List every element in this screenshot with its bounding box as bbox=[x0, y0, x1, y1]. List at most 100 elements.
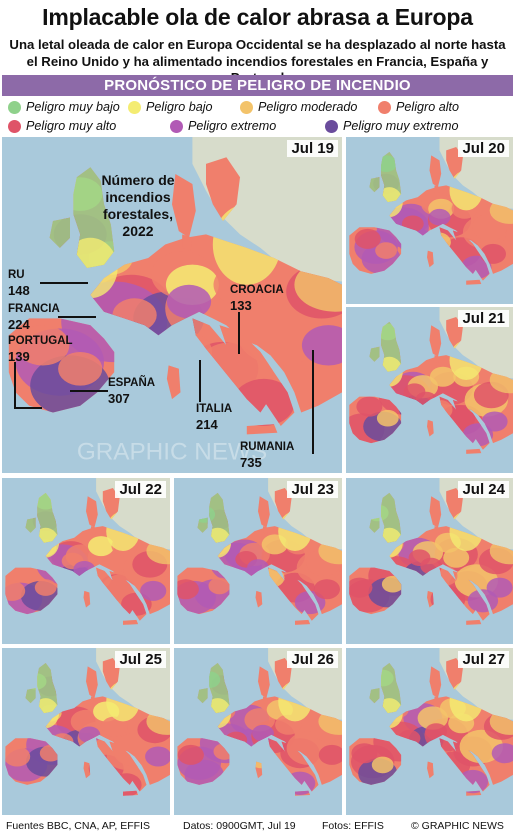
land-region bbox=[206, 157, 240, 221]
land-region bbox=[102, 488, 120, 520]
main-map-jul-19: GRAPHIC NEWS Jul 19 bbox=[2, 137, 342, 473]
danger-zone bbox=[58, 352, 103, 386]
danger-zone bbox=[145, 746, 170, 767]
land-region bbox=[102, 658, 120, 690]
europe-fire-danger-map bbox=[2, 478, 170, 644]
map-jul-27: Jul 27 bbox=[346, 648, 513, 815]
legend-label: Peligro extremo bbox=[188, 119, 277, 133]
land-region bbox=[263, 526, 269, 535]
land-region bbox=[258, 496, 270, 528]
legend-item-muy-alto: Peligro muy alto bbox=[8, 119, 116, 133]
danger-zone bbox=[121, 592, 152, 616]
legend-swatch bbox=[8, 119, 21, 133]
land-region bbox=[274, 658, 292, 690]
danger-zone bbox=[101, 716, 128, 737]
danger-zone bbox=[351, 743, 378, 764]
legend-label: Peligro muy alto bbox=[26, 119, 117, 133]
land-region bbox=[182, 234, 193, 252]
legend-swatch bbox=[240, 100, 253, 114]
legend-item-extremo: Peligro extremo bbox=[170, 119, 276, 133]
land-region bbox=[434, 185, 440, 194]
danger-zone bbox=[318, 744, 342, 765]
map-date-label: Jul 19 bbox=[287, 140, 338, 157]
land-region bbox=[434, 355, 440, 364]
fire-count-croatia: CROACIA 133 bbox=[230, 283, 284, 313]
land-region bbox=[427, 419, 434, 437]
map-jul-23: Jul 23 bbox=[174, 478, 342, 644]
fire-count: 224 bbox=[8, 317, 30, 332]
danger-zone bbox=[371, 756, 394, 774]
danger-zone bbox=[428, 208, 451, 226]
legend-item-alto: Peligro alto bbox=[378, 100, 459, 114]
fire-count: 307 bbox=[108, 391, 130, 406]
europe-fire-danger-map bbox=[2, 648, 170, 815]
danger-zone bbox=[429, 366, 456, 387]
fire-count-italy: ITALIA 214 bbox=[196, 402, 232, 432]
danger-zone bbox=[313, 579, 340, 600]
legend-swatch bbox=[8, 100, 21, 114]
legend-label: Peligro muy extremo bbox=[343, 119, 459, 133]
land-region bbox=[434, 696, 440, 705]
map-jul-21: Jul 21 bbox=[346, 307, 513, 473]
fire-count: 214 bbox=[196, 417, 218, 432]
map-date-label: Jul 22 bbox=[115, 481, 166, 498]
leader-line bbox=[40, 282, 88, 284]
land-region bbox=[263, 696, 269, 705]
footer: Fuentes BBC, CNA, AP, EFFIS Datos: 0900G… bbox=[0, 818, 515, 834]
danger-zone bbox=[481, 411, 508, 432]
europe-fire-danger-map bbox=[346, 137, 513, 304]
danger-zone bbox=[467, 589, 499, 613]
land-region bbox=[172, 174, 196, 238]
land-region bbox=[274, 488, 292, 520]
leader-line bbox=[312, 350, 314, 454]
footer-photos: Fotos: EFFIS bbox=[322, 820, 384, 832]
legend-label: Peligro moderado bbox=[258, 100, 358, 114]
danger-zone bbox=[356, 396, 383, 417]
land-region bbox=[123, 619, 139, 625]
danger-zone bbox=[34, 579, 57, 596]
danger-zone bbox=[177, 579, 199, 600]
legend-item-muy-extremo: Peligro muy extremo bbox=[325, 119, 458, 133]
map-date-label: Jul 23 bbox=[287, 481, 338, 498]
map-jul-22: Jul 22 bbox=[2, 478, 170, 644]
country-name: RU bbox=[8, 269, 25, 281]
map-jul-24: Jul 24 bbox=[346, 478, 513, 644]
leader-line bbox=[14, 407, 42, 409]
leader-line bbox=[58, 316, 96, 318]
danger-zone bbox=[349, 577, 373, 598]
map-date-label: Jul 25 bbox=[115, 651, 166, 668]
europe-fire-danger-map bbox=[346, 478, 513, 644]
country-name: RUMANIA bbox=[240, 441, 295, 453]
land-region bbox=[91, 526, 97, 535]
country-name: PORTUGAL bbox=[8, 335, 73, 347]
land-region bbox=[86, 666, 98, 699]
fire-count: 139 bbox=[8, 349, 30, 364]
land-region bbox=[466, 279, 482, 285]
europe-fire-danger-map bbox=[346, 307, 513, 473]
map-date-label: Jul 27 bbox=[458, 651, 509, 668]
fire-count: 133 bbox=[230, 298, 252, 313]
footer-data-time: Datos: 0900GMT, Jul 19 bbox=[183, 820, 296, 832]
europe-fire-danger-map bbox=[174, 648, 342, 815]
land-region bbox=[429, 666, 442, 699]
fire-count-spain: ESPAÑA 307 bbox=[108, 376, 155, 406]
fire-count-romania: RUMANIA 735 bbox=[240, 440, 294, 470]
danger-zone bbox=[354, 228, 381, 249]
map-jul-25: Jul 25 bbox=[2, 648, 170, 815]
legend-label: Peligro bajo bbox=[146, 100, 213, 114]
leader-line bbox=[238, 312, 240, 354]
land-region bbox=[429, 496, 442, 528]
danger-zone bbox=[376, 409, 399, 427]
land-region bbox=[427, 250, 434, 268]
land-region bbox=[246, 424, 278, 435]
land-region bbox=[83, 761, 91, 779]
watermark: GRAPHIC NEWS bbox=[77, 439, 267, 466]
land-region bbox=[466, 448, 482, 454]
land-region bbox=[91, 696, 97, 705]
land-region bbox=[166, 365, 181, 400]
fire-count-france: FRANCIA 224 bbox=[8, 302, 60, 332]
danger-zone bbox=[166, 284, 212, 319]
country-name: FRANCIA bbox=[8, 303, 60, 315]
map-jul-26: Jul 26 bbox=[174, 648, 342, 815]
legend-swatch bbox=[378, 100, 391, 114]
